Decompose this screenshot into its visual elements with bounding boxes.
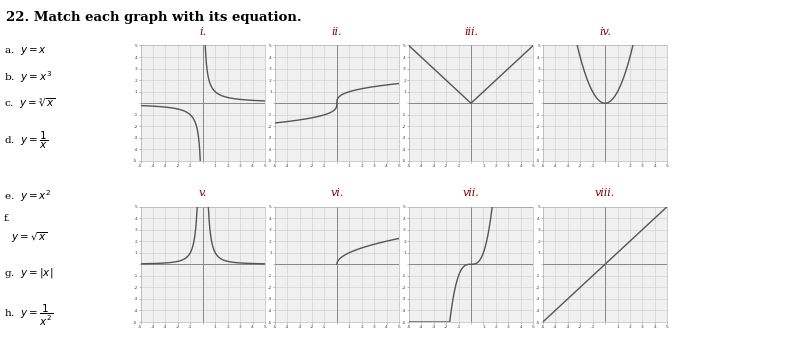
- Text: e.  $y = x^2$: e. $y = x^2$: [4, 188, 51, 204]
- Text: v.: v.: [198, 188, 207, 198]
- Text: viii.: viii.: [594, 188, 614, 198]
- Text: iv.: iv.: [598, 27, 610, 37]
- Text: vi.: vi.: [330, 188, 343, 198]
- Text: iii.: iii.: [464, 27, 477, 37]
- Text: f.: f.: [4, 214, 10, 223]
- Text: i.: i.: [199, 27, 206, 37]
- Text: $y = \sqrt{x}$: $y = \sqrt{x}$: [11, 231, 47, 245]
- Text: 22. Match each graph with its equation.: 22. Match each graph with its equation.: [6, 10, 302, 23]
- Text: g.  $y = |x|$: g. $y = |x|$: [4, 266, 53, 280]
- Text: d.  $y = \dfrac{1}{x}$: d. $y = \dfrac{1}{x}$: [4, 130, 48, 150]
- Text: c.  $y = \sqrt[3]{x}$: c. $y = \sqrt[3]{x}$: [4, 96, 56, 111]
- Text: a.  $y = x$: a. $y = x$: [4, 45, 47, 57]
- Text: ii.: ii.: [331, 27, 342, 37]
- Text: vii.: vii.: [462, 188, 479, 198]
- Text: b.  $y = x^3$: b. $y = x^3$: [4, 69, 52, 85]
- Text: h.  $y = \dfrac{1}{x^2}$: h. $y = \dfrac{1}{x^2}$: [4, 302, 53, 328]
